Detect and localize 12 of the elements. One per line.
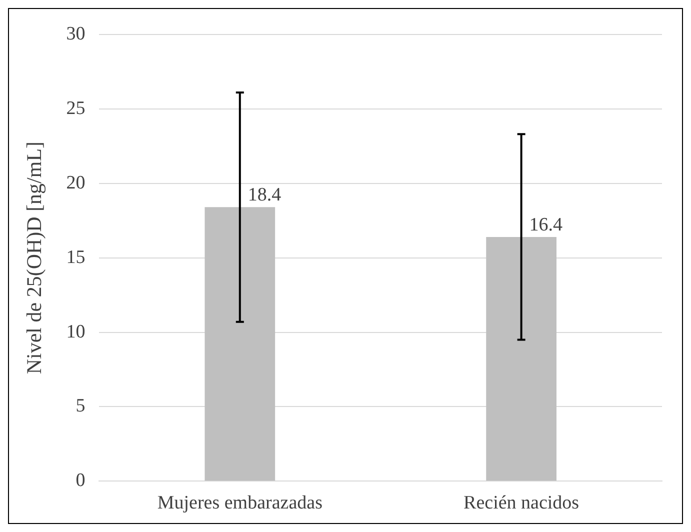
x-tick-label: Recién nacidos: [464, 492, 580, 514]
y-tick-label: 5: [76, 396, 86, 417]
data-label: 16.4: [529, 214, 564, 236]
data-label: 18.4: [248, 184, 282, 206]
y-tick-label: 25: [66, 98, 86, 119]
y-tick-label: 0: [76, 470, 86, 492]
x-tick-label: Mujeres embarazadas: [157, 492, 322, 514]
y-tick-label: 20: [66, 172, 86, 194]
y-tick-label: 30: [66, 23, 86, 44]
y-tick-label: 10: [66, 321, 86, 342]
y-axis-title: Nivel de 25(OH)D [ng/mL]: [22, 141, 46, 374]
y-tick-label: 15: [66, 246, 86, 268]
